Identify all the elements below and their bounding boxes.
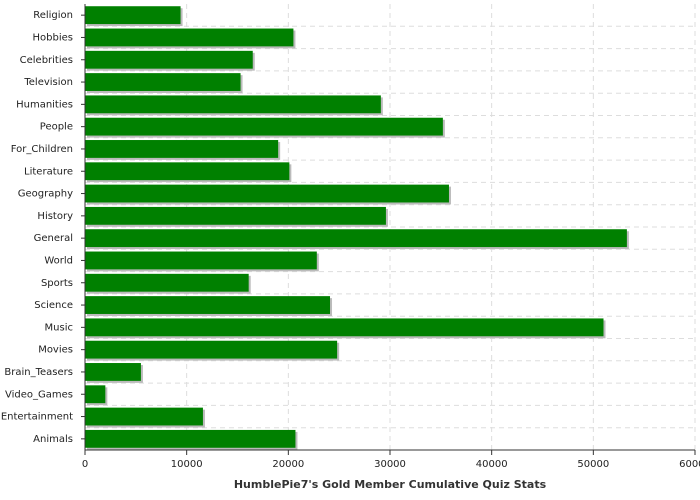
y-tick-label: Geography xyxy=(18,189,73,200)
y-tick-label: General xyxy=(34,233,73,244)
x-tick-label: 0 xyxy=(82,459,88,470)
y-tick-label: People xyxy=(40,122,73,133)
bar xyxy=(85,318,604,337)
x-tick-label: 30000 xyxy=(374,459,406,470)
x-axis-label: HumblePie7's Gold Member Cumulative Quiz… xyxy=(234,478,547,491)
x-tick-label: 40000 xyxy=(476,459,508,470)
bar xyxy=(85,73,241,91)
y-tick-label: Video_Games xyxy=(5,389,73,400)
y-tick-label: Television xyxy=(23,77,73,88)
y-tick-label: Hobbies xyxy=(33,32,73,43)
bar xyxy=(85,184,449,203)
bar xyxy=(85,117,443,136)
y-tick-label: For_Children xyxy=(11,144,73,155)
y-tick-label: Celebrities xyxy=(20,55,73,66)
y-tick-label: Music xyxy=(45,322,73,333)
y-tick-label: Movies xyxy=(38,345,73,356)
y-tick-label: History xyxy=(37,211,73,222)
bar xyxy=(85,385,106,404)
y-tick-label: Science xyxy=(34,300,73,311)
bar xyxy=(85,340,338,359)
bar xyxy=(85,429,296,448)
bar xyxy=(85,28,294,47)
x-tick-label: 20000 xyxy=(272,459,304,470)
bar xyxy=(85,229,627,248)
x-tick-label: 60000 xyxy=(679,459,700,470)
bar xyxy=(85,162,290,181)
bar xyxy=(85,6,181,25)
bar xyxy=(85,273,249,292)
bar xyxy=(85,140,279,158)
bar xyxy=(85,407,203,426)
y-tick-label: Animals xyxy=(33,434,73,445)
y-tick-label: Religion xyxy=(33,10,73,21)
bar xyxy=(85,296,331,314)
x-tick-label: 10000 xyxy=(171,459,203,470)
y-tick-label: Humanities xyxy=(16,99,73,110)
bar xyxy=(85,251,317,270)
bar xyxy=(85,50,253,69)
bar xyxy=(85,206,386,225)
y-tick-label: Sports xyxy=(41,278,73,289)
x-tick-label: 50000 xyxy=(577,459,609,470)
bar xyxy=(85,363,141,381)
y-tick-label: Brain_Teasers xyxy=(4,367,73,378)
y-tick-label: Literature xyxy=(24,166,73,177)
y-tick-label: World xyxy=(44,255,73,266)
bar xyxy=(85,95,381,114)
y-tick-label: Entertainment xyxy=(1,412,73,423)
